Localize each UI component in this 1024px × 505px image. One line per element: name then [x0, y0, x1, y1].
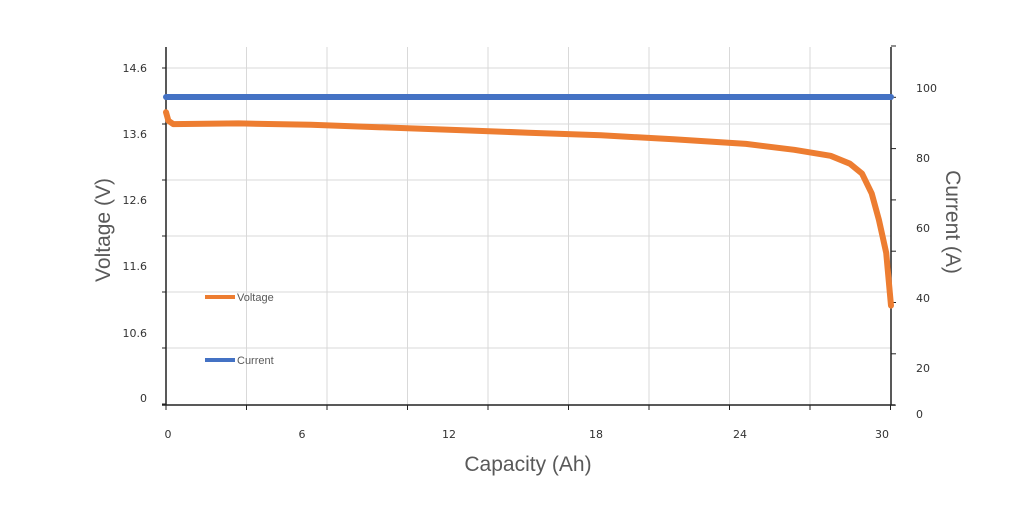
gridlines — [166, 47, 891, 405]
legend: Voltage Current — [205, 292, 274, 367]
y-tick-label: 12.6 — [123, 194, 148, 207]
y-tick-label: 0 — [140, 392, 147, 405]
y2-tick-label: 20 — [916, 362, 930, 375]
y2-axis-title: Current (A) — [941, 170, 964, 274]
x-tick-label: 30 — [875, 428, 889, 441]
x-tick-label: 6 — [299, 428, 306, 441]
legend-label-current: Current — [237, 355, 274, 367]
y2-tick-label: 0 — [916, 408, 923, 421]
y2-tick-label: 100 — [916, 82, 937, 95]
y-tick-label: 14.6 — [123, 62, 148, 75]
y-tick-label: 10.6 — [123, 327, 148, 340]
y-tick-label: 11.6 — [123, 260, 148, 273]
axis-ticks — [162, 45, 896, 410]
y2-tick-label: 40 — [916, 292, 930, 305]
legend-label-voltage: Voltage — [237, 292, 274, 304]
x-tick-label: 18 — [589, 428, 603, 441]
x-tick-label: 12 — [442, 428, 456, 441]
y2-tick-label: 60 — [916, 222, 930, 235]
x-tick-label: 0 — [165, 428, 172, 441]
series-line-voltage — [163, 109, 894, 309]
tick-labels: 0 6 12 18 24 30 14.6 13.6 12.6 11.6 10.6 0 100 80 60 40… — [123, 62, 938, 441]
series — [163, 94, 894, 309]
x-tick-label: 24 — [733, 428, 747, 441]
y-tick-label: 13.6 — [123, 128, 148, 141]
y-axis-title: Voltage (V) — [92, 178, 115, 282]
y2-tick-label: 80 — [916, 152, 930, 165]
x-axis-title: Capacity (Ah) — [464, 453, 591, 476]
